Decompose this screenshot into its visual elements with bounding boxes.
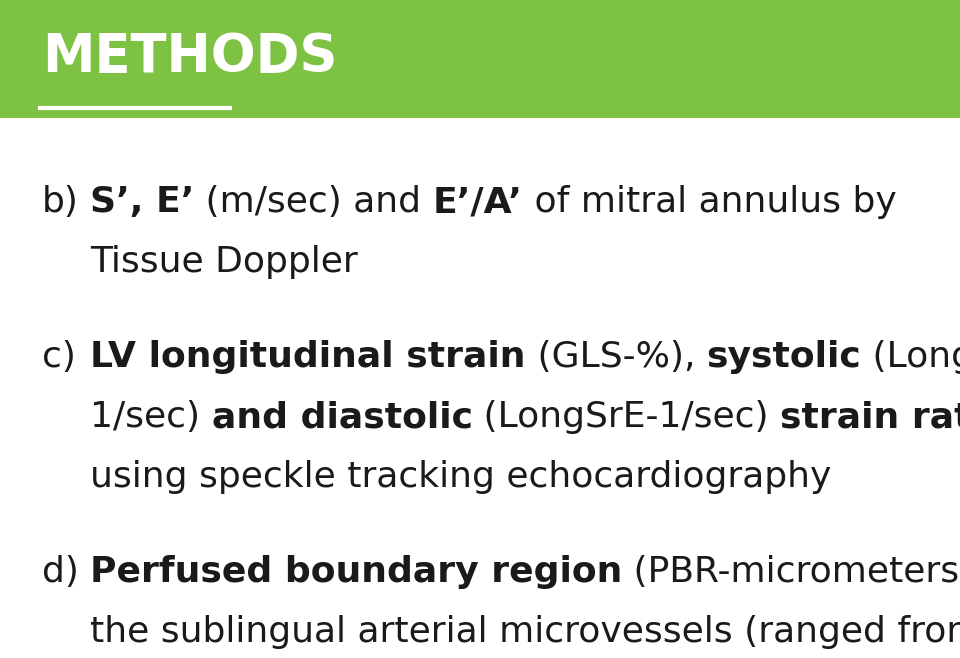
Text: Tissue Doppler: Tissue Doppler (90, 245, 358, 279)
Text: S’, E’: S’, E’ (90, 185, 194, 219)
Text: b): b) (42, 185, 79, 219)
Text: LV longitudinal strain: LV longitudinal strain (90, 340, 525, 374)
Text: using speckle tracking echocardiography: using speckle tracking echocardiography (90, 460, 831, 494)
Text: METHODS: METHODS (42, 31, 338, 83)
Text: the sublingual arterial microvessels (ranged from: the sublingual arterial microvessels (ra… (90, 615, 960, 649)
Text: 1/sec): 1/sec) (90, 400, 211, 434)
Text: of mitral annulus by: of mitral annulus by (523, 185, 897, 219)
Text: c): c) (42, 340, 76, 374)
Text: (m/sec) and: (m/sec) and (194, 185, 433, 219)
Text: strain rate: strain rate (780, 400, 960, 434)
Text: (GLS-%),: (GLS-%), (525, 340, 707, 374)
Text: and diastolic: and diastolic (211, 400, 472, 434)
Text: (PBR-micrometers) of: (PBR-micrometers) of (622, 555, 960, 589)
Text: (LongSrE-1/sec): (LongSrE-1/sec) (472, 400, 780, 434)
Text: (LongSr-: (LongSr- (861, 340, 960, 374)
Bar (0, 0, 960, 118)
Text: Perfused boundary region: Perfused boundary region (90, 555, 622, 589)
Text: E’/A’: E’/A’ (433, 185, 523, 219)
Text: systolic: systolic (707, 340, 861, 374)
Text: d): d) (42, 555, 79, 589)
